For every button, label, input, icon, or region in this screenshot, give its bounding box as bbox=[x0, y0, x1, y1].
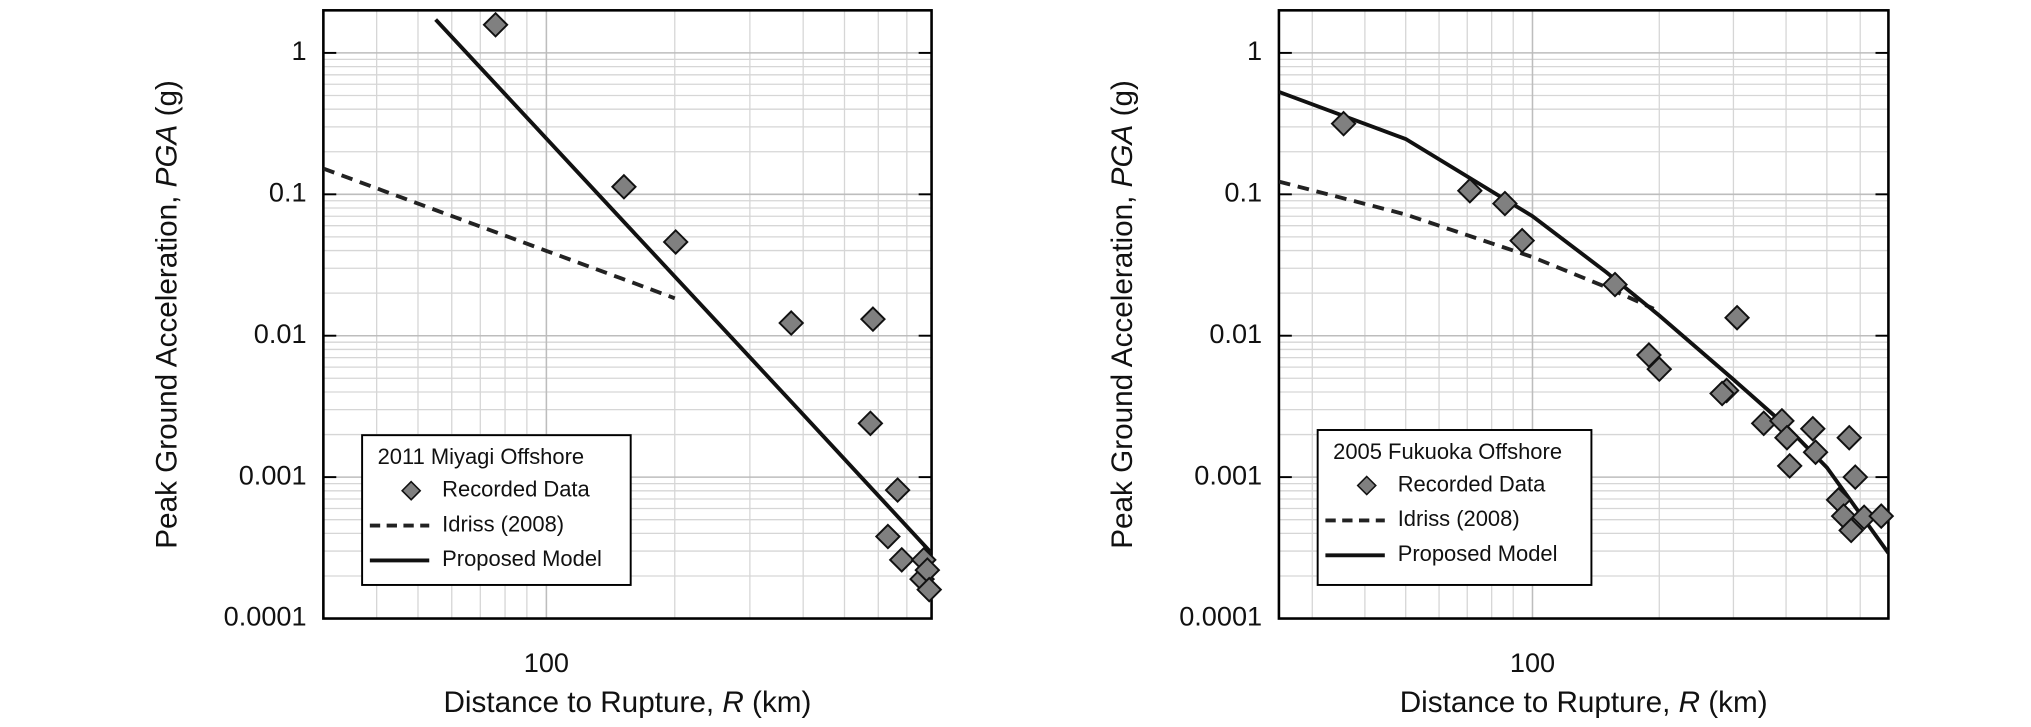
data-point bbox=[1773, 424, 1800, 451]
x-axis-label-part: Distance to Rupture, bbox=[443, 686, 722, 719]
chart: 100 0.0001 0.001 0.01 0.1 1 Distance to Ruptur… bbox=[1106, 9, 1895, 719]
plot-frame bbox=[322, 9, 933, 620]
data-point bbox=[884, 477, 911, 504]
legend-label: Proposed Model bbox=[1398, 541, 1558, 566]
data-point bbox=[1838, 517, 1865, 544]
x-axis-label: Distance to Rupture, R (km) bbox=[443, 686, 811, 719]
data-point bbox=[610, 173, 637, 200]
x-tick-label: 100 bbox=[1510, 647, 1555, 678]
data-point bbox=[888, 546, 915, 573]
x-axis-label-part: (km) bbox=[744, 686, 812, 719]
data-point bbox=[859, 306, 886, 333]
y-axis-label: Peak Ground Acceleration, PGA (g) bbox=[150, 80, 183, 549]
y-tick-label: 0.001 bbox=[239, 459, 307, 490]
x-axis-label-part: R bbox=[1679, 686, 1700, 719]
y-tick-label: 0.1 bbox=[1224, 176, 1262, 207]
data-point bbox=[1456, 177, 1483, 204]
data-point bbox=[916, 576, 943, 603]
y-tick-label: 1 bbox=[292, 35, 307, 66]
data-point bbox=[1602, 271, 1628, 298]
y-tick-label: 0.0001 bbox=[1179, 601, 1262, 632]
legend-label: Recorded Data bbox=[442, 476, 590, 501]
y-tick-label: 0.001 bbox=[1194, 459, 1262, 490]
legend-label: Idriss (2008) bbox=[442, 511, 564, 536]
data-point bbox=[662, 229, 689, 255]
y-axis-label-part: Peak Ground Acceleration, bbox=[150, 187, 183, 548]
legend-marker bbox=[401, 480, 422, 501]
data-point bbox=[1646, 356, 1673, 383]
y-axis-label-part: PGA bbox=[1106, 125, 1139, 188]
data-point bbox=[1330, 110, 1357, 137]
plot-frame bbox=[1277, 9, 1890, 620]
x-axis-label-part: Distance to Rupture, bbox=[1400, 686, 1679, 719]
data-point bbox=[1799, 415, 1826, 442]
data-point bbox=[1509, 227, 1536, 254]
legend-label: Proposed Model bbox=[442, 546, 602, 571]
y-axis-label-part: (g) bbox=[1106, 80, 1139, 125]
data-line bbox=[1278, 179, 1655, 311]
plot-area bbox=[323, 18, 932, 555]
legend: 2011 Miyagi Offshore Recorded Data Idriss … bbox=[361, 434, 632, 586]
legend-title: 2011 Miyagi Offshore bbox=[378, 444, 585, 469]
x-axis-label: Distance to Rupture, R (km) bbox=[1400, 686, 1768, 719]
legend-label: Idriss (2008) bbox=[1398, 506, 1520, 531]
y-axis-label: Peak Ground Acceleration, PGA (g) bbox=[1106, 80, 1139, 549]
data-point bbox=[874, 523, 901, 550]
legend-title: 2005 Fukuoka Offshore bbox=[1333, 439, 1562, 464]
legend-label: Recorded Data bbox=[1398, 471, 1546, 496]
legend-box bbox=[1316, 429, 1593, 586]
x-axis-label-part: (km) bbox=[1700, 686, 1768, 719]
chart: 100 0.0001 0.001 0.01 0.1 1 Distance to Ruptur… bbox=[150, 9, 943, 719]
y-tick-label: 0.0001 bbox=[224, 601, 307, 632]
data-point bbox=[482, 11, 509, 38]
y-axis-label-part: Peak Ground Acceleration, bbox=[1106, 187, 1139, 548]
data-point bbox=[1776, 452, 1803, 479]
x-axis-label-part: R bbox=[722, 686, 743, 719]
data-point bbox=[857, 410, 884, 437]
data-point bbox=[778, 310, 805, 336]
legend: 2005 Fukuoka Offshore Recorded Data Idriss… bbox=[1316, 429, 1593, 586]
data-point bbox=[1836, 424, 1863, 451]
y-tick-label: 1 bbox=[1247, 35, 1262, 66]
y-axis-label-part: PGA bbox=[150, 125, 183, 188]
x-tick-label: 100 bbox=[524, 647, 569, 678]
data-point bbox=[1709, 380, 1736, 407]
y-tick-label: 0.1 bbox=[269, 176, 307, 207]
y-axis-label-part: (g) bbox=[150, 80, 183, 125]
data-line bbox=[434, 18, 932, 555]
data-point bbox=[1802, 439, 1829, 466]
y-tick-label: 0.01 bbox=[254, 318, 307, 349]
y-tick-label: 0.01 bbox=[1209, 318, 1262, 349]
data-point bbox=[1491, 190, 1518, 217]
data-point bbox=[1868, 503, 1895, 530]
data-point bbox=[1724, 304, 1751, 331]
data-point bbox=[1842, 464, 1869, 491]
data-line bbox=[323, 166, 676, 301]
legend-marker bbox=[1356, 475, 1377, 496]
